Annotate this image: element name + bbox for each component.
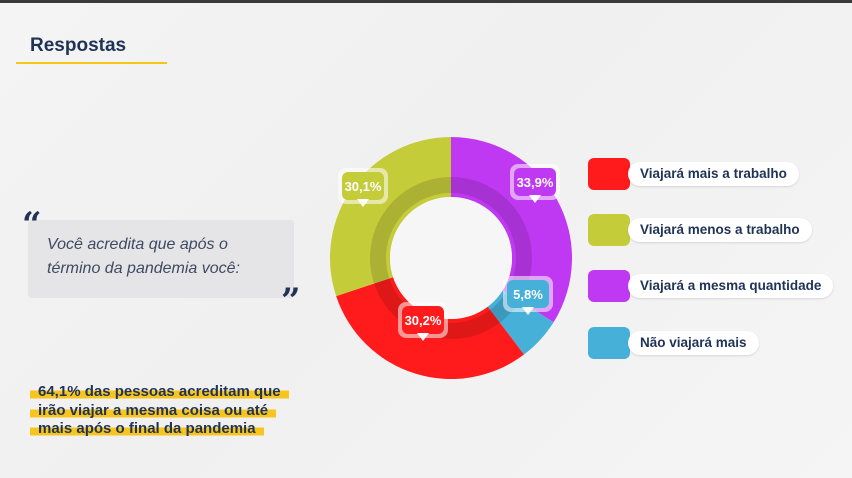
- open-quote-icon: “: [22, 205, 42, 245]
- label-pointer-menos: [357, 199, 369, 207]
- legend-swatch-menos: [588, 214, 630, 246]
- label-pointer-mais: [417, 333, 429, 341]
- legend-swatch-nao: [588, 327, 630, 359]
- conclusion-line-2: irão viajar a mesma coisa ou até: [30, 401, 277, 419]
- label-pointer-nao: [522, 307, 534, 315]
- close-quote-icon: ”: [281, 281, 301, 321]
- conclusion-line-1: 64,1% das pessoas acreditam que: [30, 383, 289, 400]
- legend-swatch-mesma: [588, 270, 630, 302]
- slice-menos: [330, 137, 451, 297]
- label-text-nao: 5,8%: [513, 287, 543, 302]
- label-text-menos: 30,1%: [345, 179, 382, 194]
- inner-shadow-ring: [370, 177, 532, 339]
- legend-label-mesma: Viajará a mesma quantidade: [628, 274, 834, 298]
- legend-swatch-mais: [588, 158, 630, 190]
- question-box: Você acredita que após o término da pand…: [28, 220, 294, 298]
- label-text-mesma: 33,9%: [517, 175, 554, 190]
- label-text-mais: 30,2%: [405, 313, 442, 328]
- legend-label-nao: Não viajará mais: [628, 331, 759, 355]
- title-underline: [16, 62, 167, 64]
- label-box-mesma: [514, 168, 556, 196]
- donut-hole: [390, 197, 512, 319]
- conclusion: 64,1% das pessoas acreditam que irão via…: [30, 383, 350, 439]
- question-line-2: término da pandemia você:: [47, 260, 240, 277]
- label-box-menos: [342, 172, 384, 200]
- legend-label-mais: Viajará mais a trabalho: [628, 162, 799, 186]
- label-pointer-mesma: [529, 195, 541, 203]
- question-line-1: Você acredita que após o: [47, 236, 228, 253]
- conclusion-line-3: mais após o final da pandemia: [30, 420, 264, 437]
- top-bar: [0, 0, 852, 3]
- legend-label-menos: Viajará menos a trabalho: [628, 218, 812, 242]
- page-title: Respostas: [30, 35, 127, 56]
- label-box-nao: [507, 280, 549, 308]
- label-box-mais: [402, 306, 444, 334]
